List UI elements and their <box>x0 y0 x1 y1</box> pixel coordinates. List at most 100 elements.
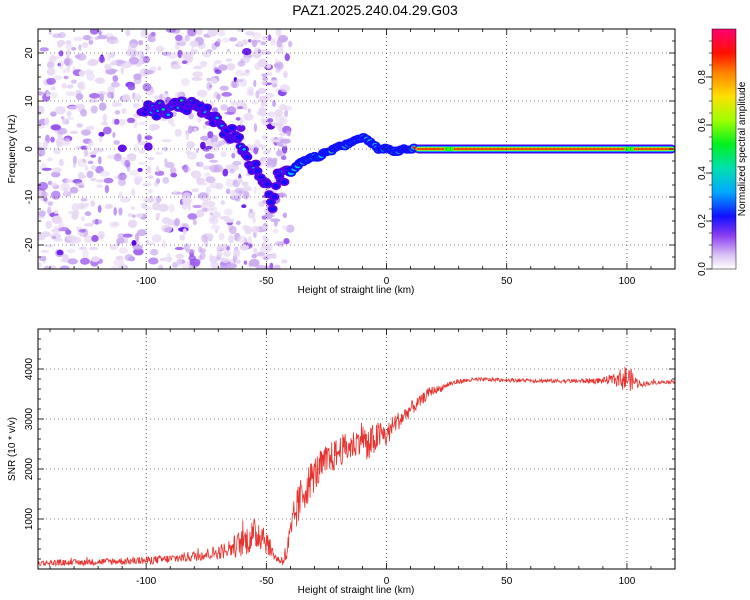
noise-blob <box>184 34 190 42</box>
noise-blob <box>89 93 100 99</box>
noise-blob <box>261 135 268 140</box>
noise-blob <box>239 72 251 76</box>
noise-blob <box>266 63 272 69</box>
noise-blob <box>260 41 267 46</box>
noise-blob <box>82 34 91 41</box>
noise-blob <box>90 200 95 207</box>
noise-blob <box>187 151 197 160</box>
noise-blob <box>142 83 152 92</box>
noise-blob <box>103 177 114 184</box>
noise-blob <box>236 124 246 132</box>
noise-blob <box>183 164 189 173</box>
noise-blob <box>117 174 121 181</box>
noise-blob <box>275 69 281 73</box>
noise-blob <box>189 258 201 267</box>
noise-blob <box>214 59 222 65</box>
noise-blob <box>70 130 79 135</box>
noise-blob <box>271 82 278 88</box>
noise-blob <box>110 61 117 66</box>
noise-blob <box>168 203 175 213</box>
noise-blob <box>174 246 184 251</box>
noise-blob <box>220 104 228 111</box>
noise-blob <box>280 155 287 161</box>
noise-blob <box>253 79 257 88</box>
noise-blob <box>232 160 242 166</box>
noise-blob <box>188 112 194 120</box>
noise-blob <box>119 196 131 203</box>
noise-blob <box>263 245 270 250</box>
noise-blob <box>203 124 207 130</box>
noise-blob <box>253 147 259 155</box>
noise-blob <box>280 36 287 43</box>
noise-blob <box>52 167 62 173</box>
noise-blob <box>108 52 115 59</box>
noise-blob <box>99 170 111 177</box>
noise-blob <box>164 158 168 164</box>
noise-blob <box>156 166 160 173</box>
noise-blob <box>133 119 138 129</box>
noise-blob <box>90 154 96 158</box>
noise-blob <box>44 117 50 126</box>
noise-blob <box>163 227 172 233</box>
noise-blob <box>282 70 288 79</box>
noise-blob <box>229 168 235 174</box>
noise-blob <box>186 141 196 149</box>
noise-blob <box>38 146 43 155</box>
noise-blob <box>73 36 84 42</box>
noise-blob <box>223 250 231 257</box>
noise-blob <box>41 191 48 198</box>
noise-blob <box>116 241 120 247</box>
noise-blob <box>202 50 212 58</box>
noise-blob <box>137 121 148 126</box>
noise-blob <box>133 144 139 152</box>
noise-blob <box>266 157 273 162</box>
noise-blob <box>56 40 66 46</box>
y-tick-label: 10 <box>24 95 35 107</box>
noise-blob <box>266 161 273 166</box>
snr-panel: -100 -50 0 50 100 1000 2000 3000 4000 Height of … <box>7 328 676 596</box>
ridge-blob-mid <box>244 154 251 160</box>
noise-blob <box>110 265 122 269</box>
spectrogram-noise-layer <box>38 29 295 269</box>
page-title: PAZ1.2025.240.04.29.G03 <box>292 2 458 18</box>
noise-blob <box>118 191 123 199</box>
noise-blob <box>147 156 155 161</box>
noise-blob <box>206 77 211 82</box>
noise-blob <box>232 248 241 258</box>
noise-blob <box>234 187 246 194</box>
noise-blob <box>193 65 203 70</box>
ridge-blob-mid <box>264 182 271 187</box>
noise-blob <box>72 155 77 165</box>
noise-blob <box>41 167 53 171</box>
noise-blob <box>185 248 196 254</box>
y-tick-label: 3000 <box>24 407 35 430</box>
noise-blob <box>58 60 64 70</box>
noise-blob <box>281 225 289 230</box>
noise-blob <box>106 91 114 99</box>
noise-blob <box>117 144 127 153</box>
noise-blob <box>248 39 252 43</box>
ridge-blob-core <box>166 113 171 117</box>
noise-blob <box>150 248 159 256</box>
noise-blob <box>174 218 180 227</box>
noise-blob <box>264 265 270 269</box>
noise-blob <box>47 201 54 207</box>
ridge-blob-core <box>161 108 165 111</box>
noise-blob <box>85 144 92 150</box>
noise-blob <box>218 232 225 241</box>
noise-blob <box>54 106 66 115</box>
noise-blob <box>247 236 252 245</box>
ridge-blob-core <box>412 146 416 149</box>
noise-blob <box>261 120 268 125</box>
noise-blob <box>98 30 102 36</box>
noise-blob <box>200 196 211 202</box>
noise-blob <box>78 229 87 233</box>
noise-blob <box>47 157 53 162</box>
noise-blob <box>51 86 56 91</box>
colorbar-ticks: 0.0 0.2 0.4 0.6 0.8 <box>697 40 712 276</box>
colorbar-tick-label: 0.8 <box>697 70 708 84</box>
noise-blob <box>162 146 169 152</box>
noise-blob <box>288 40 293 48</box>
noise-blob <box>237 235 247 243</box>
x-tick-label: 0 <box>384 576 390 587</box>
